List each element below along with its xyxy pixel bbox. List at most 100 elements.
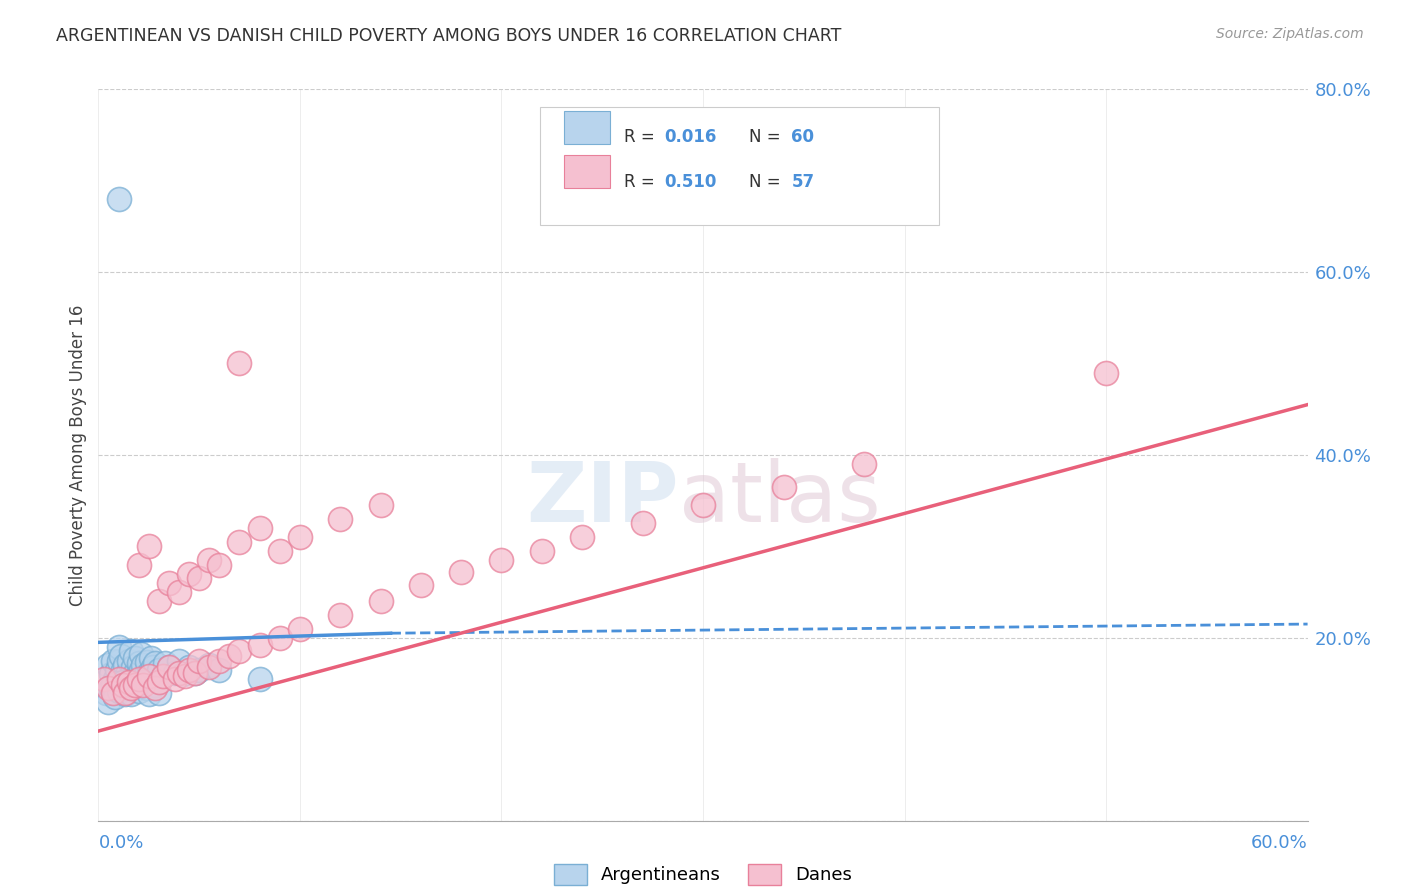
- Point: [125, 669, 148, 683]
- Point: [167, 585, 190, 599]
- Point: [288, 530, 311, 544]
- Text: 0.016: 0.016: [664, 128, 717, 146]
- Point: [228, 644, 250, 658]
- Point: [93, 672, 115, 686]
- Text: ARGENTINEAN VS DANISH CHILD POVERTY AMONG BOYS UNDER 16 CORRELATION CHART: ARGENTINEAN VS DANISH CHILD POVERTY AMON…: [56, 27, 842, 45]
- Point: [188, 571, 211, 585]
- Text: N =: N =: [749, 128, 786, 146]
- Point: [107, 672, 129, 686]
- Point: [101, 678, 124, 692]
- Point: [152, 669, 174, 683]
- Point: [100, 667, 122, 681]
- Point: [138, 688, 160, 702]
- Point: [198, 553, 221, 567]
- Text: Source: ZipAtlas.com: Source: ZipAtlas.com: [1216, 27, 1364, 41]
- Point: [370, 498, 392, 512]
- Point: [110, 649, 132, 664]
- Point: [228, 356, 250, 371]
- Point: [143, 681, 166, 695]
- Point: [157, 660, 180, 674]
- Point: [249, 638, 271, 652]
- Point: [208, 654, 231, 668]
- Point: [120, 644, 142, 658]
- Point: [128, 657, 150, 671]
- Point: [1095, 366, 1118, 380]
- Point: [530, 544, 553, 558]
- Point: [167, 665, 190, 680]
- Point: [370, 594, 392, 608]
- Text: atlas: atlas: [679, 458, 880, 540]
- Point: [148, 674, 170, 689]
- Point: [107, 683, 129, 698]
- FancyBboxPatch shape: [564, 155, 610, 188]
- Point: [105, 676, 128, 690]
- Point: [128, 558, 150, 572]
- Point: [114, 658, 136, 673]
- Point: [118, 672, 141, 686]
- FancyBboxPatch shape: [540, 108, 939, 225]
- Point: [101, 654, 124, 668]
- Point: [138, 665, 160, 680]
- Point: [692, 498, 714, 512]
- Point: [120, 681, 142, 695]
- Point: [120, 688, 142, 702]
- Point: [269, 631, 291, 645]
- Point: [148, 594, 170, 608]
- Point: [114, 688, 136, 702]
- Point: [153, 657, 176, 671]
- Point: [124, 678, 146, 692]
- Point: [152, 669, 174, 683]
- Point: [288, 622, 311, 636]
- Point: [121, 660, 143, 674]
- Point: [157, 660, 180, 674]
- Point: [132, 678, 155, 692]
- Point: [134, 669, 156, 683]
- Point: [198, 660, 221, 674]
- Point: [107, 640, 129, 654]
- Point: [105, 663, 128, 677]
- Point: [172, 667, 194, 681]
- Point: [184, 665, 207, 680]
- Point: [269, 544, 291, 558]
- Point: [491, 553, 513, 567]
- Point: [450, 565, 472, 579]
- Point: [97, 658, 120, 673]
- Point: [329, 512, 352, 526]
- Point: [129, 647, 152, 661]
- Point: [631, 516, 654, 531]
- Point: [188, 663, 211, 677]
- Point: [174, 669, 197, 683]
- Point: [148, 663, 170, 677]
- Point: [115, 667, 138, 681]
- Point: [103, 672, 125, 686]
- Y-axis label: Child Poverty Among Boys Under 16: Child Poverty Among Boys Under 16: [69, 304, 87, 606]
- Point: [111, 674, 134, 689]
- Point: [111, 678, 134, 692]
- Text: 0.0%: 0.0%: [98, 834, 143, 852]
- Point: [409, 578, 432, 592]
- Point: [179, 566, 201, 581]
- Point: [124, 665, 146, 680]
- Point: [853, 457, 876, 471]
- Point: [143, 678, 166, 692]
- Point: [124, 678, 146, 692]
- Point: [163, 665, 186, 680]
- Point: [571, 530, 593, 544]
- Point: [329, 607, 352, 622]
- Point: [138, 669, 160, 683]
- Point: [129, 663, 152, 677]
- FancyBboxPatch shape: [564, 112, 610, 145]
- Point: [249, 672, 271, 686]
- Point: [228, 534, 250, 549]
- Point: [157, 576, 180, 591]
- Point: [184, 665, 207, 680]
- Point: [132, 658, 155, 673]
- Point: [100, 681, 122, 695]
- Point: [139, 651, 162, 665]
- Text: R =: R =: [624, 128, 661, 146]
- Point: [218, 649, 240, 664]
- Point: [124, 651, 146, 665]
- Point: [111, 663, 134, 677]
- Point: [97, 681, 120, 695]
- Point: [772, 480, 794, 494]
